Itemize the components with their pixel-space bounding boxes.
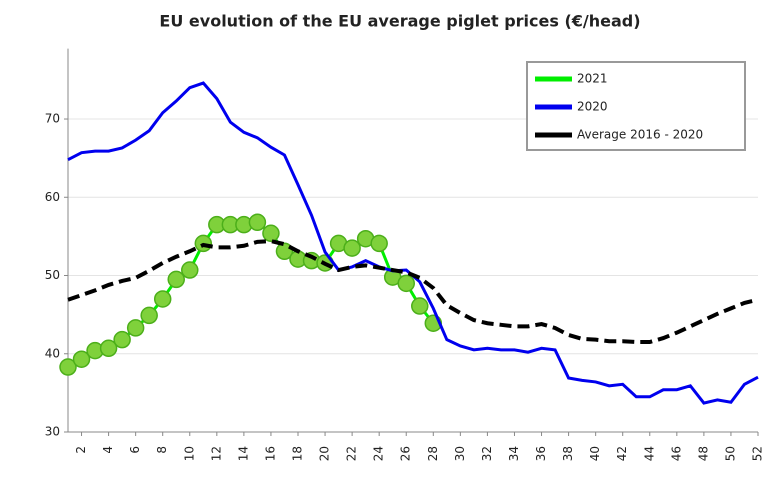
point (59, 358, 77, 376)
x-tick-label: 46 (669, 446, 683, 461)
point (370, 234, 388, 253)
legend-label: 2021 (577, 72, 608, 86)
y-tick-label: 30 (45, 425, 60, 439)
x-tick-label: 16 (263, 446, 277, 461)
point (153, 290, 172, 308)
point (343, 239, 361, 257)
x-tick-label: 34 (507, 446, 521, 461)
point (397, 274, 415, 293)
x-tick-label: 48 (696, 446, 710, 461)
x-tick-label: 28 (426, 446, 440, 461)
x-tick-label: 10 (182, 446, 196, 461)
x-tick-label: 30 (453, 446, 467, 461)
y-tick-label: 50 (45, 268, 60, 282)
point (72, 350, 91, 368)
point (167, 270, 185, 289)
x-tick-label: 42 (615, 446, 629, 461)
x-tick-label: 36 (534, 446, 548, 461)
legend-label: 2020 (577, 100, 608, 114)
x-tick-label: 2 (74, 446, 88, 454)
legend-label: Average 2016 - 2020 (577, 128, 703, 142)
chart-title: EU evolution of the EU average piglet pr… (159, 12, 640, 31)
series-line (67, 239, 759, 345)
x-tick-label: 44 (642, 446, 656, 461)
point (411, 297, 429, 315)
y-tick-label: 70 (45, 112, 60, 126)
point (99, 339, 118, 358)
point (140, 306, 158, 325)
x-tick-label: 38 (561, 446, 575, 461)
point (113, 330, 131, 349)
x-tick-label: 32 (480, 446, 494, 461)
point (248, 213, 267, 232)
x-tick-label: 20 (318, 446, 332, 461)
x-tick-label: 8 (155, 446, 169, 454)
x-tick-label: 50 (723, 446, 737, 461)
point (181, 261, 199, 279)
x-tick-label: 24 (372, 446, 386, 461)
point (126, 319, 145, 337)
y-tick-label: 40 (45, 346, 60, 360)
x-tick-label: 6 (128, 446, 142, 454)
x-tick-label: 26 (399, 446, 413, 461)
point (275, 242, 294, 261)
x-tick-label: 40 (588, 446, 602, 461)
y-tick-label: 60 (45, 190, 60, 204)
x-tick-label: 18 (291, 446, 305, 461)
x-tick-label: 4 (101, 446, 115, 454)
x-tick-label: 14 (236, 446, 250, 461)
x-tick-label: 52 (751, 446, 765, 461)
x-tick-label: 12 (209, 446, 223, 461)
point (262, 224, 280, 243)
x-tick-label: 22 (345, 446, 359, 461)
